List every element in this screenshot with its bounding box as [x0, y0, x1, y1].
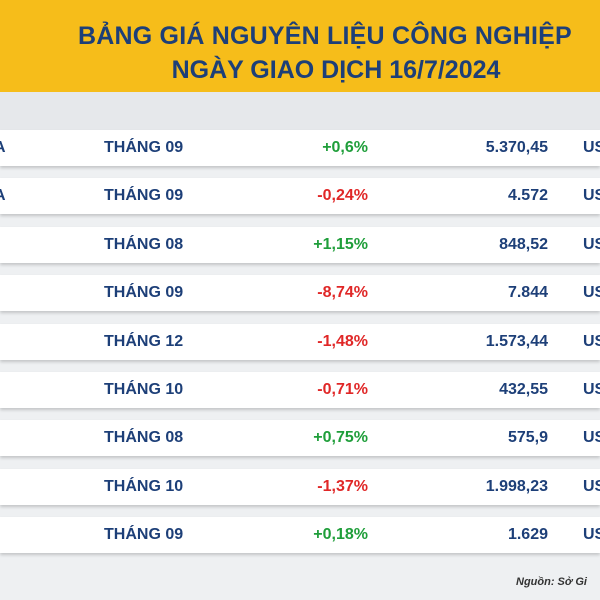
table-row: THÁNG 12 -1,48% 1.573,44 US [0, 323, 600, 360]
contract-month: THÁNG 12 [104, 332, 184, 350]
table-row: THÁNG 08 +0,75% 575,9 US [0, 420, 600, 457]
page-title: BẢNG GIÁ NGUYÊN LIỆU CÔNG NGHIỆP [78, 22, 572, 50]
price-value: 4.572 [507, 187, 548, 205]
page-subtitle: NGÀY GIAO DỊCH 16/7/2024 [171, 56, 501, 84]
price-change: +0,6% [322, 139, 368, 156]
price-value: 432,55 [499, 380, 548, 398]
price-unit: US [583, 139, 600, 156]
table-row: THÁNG 08 +1,15% 848,52 US [0, 226, 600, 263]
price-unit: US [583, 429, 600, 447]
commodity-name: A [0, 139, 6, 157]
price-unit: US [583, 284, 600, 302]
table-row: THÁNG 09 -8,74% 7.844 US [0, 275, 600, 312]
table-row: A THÁNG 09 -0,24% 4.572 US [0, 178, 600, 215]
source-note: Nguồn: Sở Gi [516, 576, 587, 588]
price-value: 1.629 [507, 526, 548, 544]
contract-month: THÁNG 09 [104, 526, 184, 544]
price-change: +0,18% [313, 526, 368, 544]
price-change: -1,48% [317, 332, 368, 350]
price-unit: US [583, 332, 600, 350]
contract-month: THÁNG 08 [104, 235, 184, 253]
table-row: THÁNG 10 -1,37% 1.998,23 US [0, 468, 600, 505]
price-unit: US [583, 477, 600, 495]
contract-month: THÁNG 10 [104, 380, 184, 398]
contract-month: THÁNG 10 [104, 477, 184, 495]
price-change: -0,71% [317, 380, 368, 398]
price-value: 1.998,23 [485, 477, 548, 495]
table-row: THÁNG 10 -0,71% 432,55 US [0, 371, 600, 408]
table-row: THÁNG 09 +0,18% 1.629 US [0, 517, 600, 554]
contract-month: THÁNG 09 [104, 284, 184, 302]
price-change: +0,75% [313, 429, 368, 447]
contract-month: THÁNG 09 [104, 187, 184, 205]
header-banner: BẢNG GIÁ NGUYÊN LIỆU CÔNG NGHIỆP NGÀY GI… [0, 0, 600, 92]
price-change: -8,74% [317, 284, 368, 302]
price-value: 848,52 [499, 235, 548, 253]
price-unit: US [583, 187, 600, 205]
price-value: 7.844 [507, 284, 548, 302]
commodity-name: A [0, 187, 6, 205]
contract-month: THÁNG 09 [104, 139, 184, 156]
price-change: -0,24% [317, 187, 368, 205]
table-row: A THÁNG 09 +0,6% 5.370,45 US [0, 130, 600, 166]
price-unit: US [583, 380, 600, 398]
contract-month: THÁNG 08 [104, 429, 184, 447]
price-change: -1,37% [317, 477, 368, 495]
price-value: 1.573,44 [485, 332, 548, 350]
price-unit: US [583, 235, 600, 253]
price-table: A THÁNG 09 +0,6% 5.370,45 US A THÁNG 09 … [0, 130, 600, 566]
header-spacer [0, 92, 600, 130]
price-value: 575,9 [507, 429, 548, 447]
price-value: 5.370,45 [485, 139, 548, 156]
price-change: +1,15% [313, 235, 368, 253]
price-unit: US [583, 526, 600, 544]
